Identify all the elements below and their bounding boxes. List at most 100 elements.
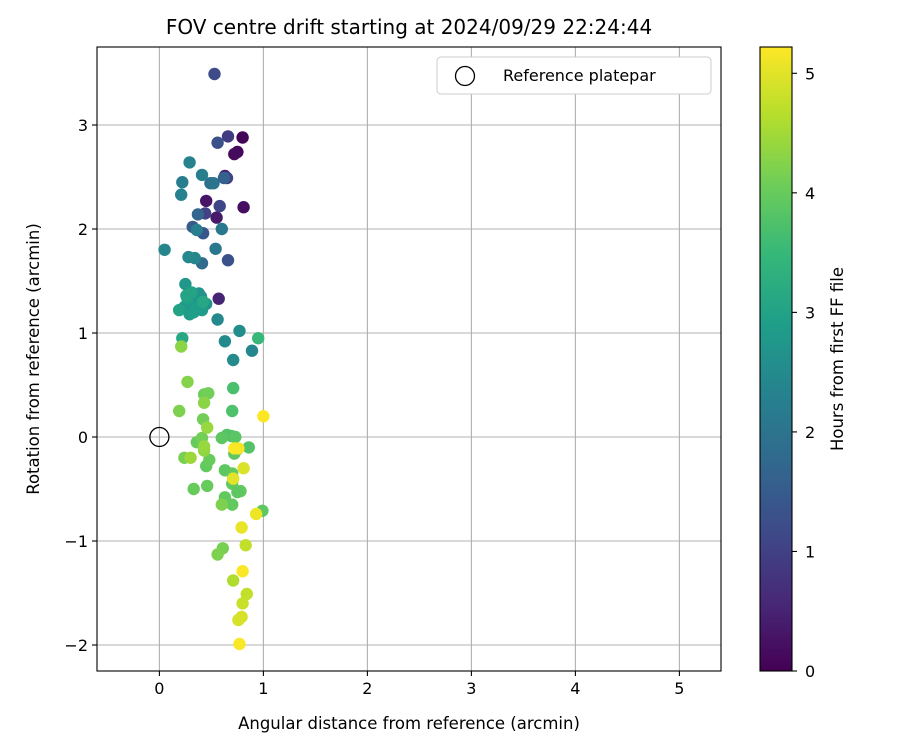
y-axis-label: Rotation from reference (arcmin) [24,223,43,495]
colorbar-tick-label: 0 [805,662,815,681]
scatter-point [201,421,214,434]
scatter-point [208,67,221,81]
scatter-point [191,208,205,221]
scatter-point [181,375,194,389]
x-tick-label: 3 [466,679,476,698]
plot-area: 0 1 2 3 4 5 −2 −1 0 1 2 3 [64,46,722,698]
scatter-point [182,250,195,264]
scatter-point [240,587,253,601]
scatter-point [197,440,211,453]
scatter-point [235,521,248,534]
x-tick-label: 2 [362,679,372,698]
scatter-point [227,381,240,395]
scatter-point [196,295,210,308]
scatter-point [236,565,249,578]
scatter-points [158,67,270,651]
scatter-point [228,442,241,455]
scatter-point [239,539,252,552]
scatter-point [221,254,235,267]
scatter-point [200,194,213,208]
scatter-point [232,613,245,627]
scatter-point [252,332,265,345]
scatter-point [242,441,255,454]
x-tick-label: 1 [258,679,268,698]
scatter-point [173,404,186,418]
scatter-point [213,199,226,213]
legend-marker [454,65,476,87]
scatter-point [217,171,231,185]
scatter-point [227,574,240,587]
x-tick-label: 0 [154,679,164,698]
scatter-point [195,168,209,182]
scatter-point [229,430,242,444]
scatter-point [211,548,224,561]
legend-entry-reference: Reference platepar [503,66,656,85]
y-tick-label: 3 [78,116,88,135]
scatter-point [236,131,249,144]
scatter-point [231,485,244,499]
scatter-point [218,335,232,348]
scatter-point [207,177,220,190]
legend: Reference platepar [436,56,712,95]
scatter-point [221,130,235,143]
colorbar-tick-label: 2 [805,423,815,442]
scatter-point [228,147,241,161]
colorbar-gradient [760,47,792,671]
y-tick-label: −2 [64,636,88,655]
scatter-point [211,313,224,326]
scatter-point [257,410,270,423]
y-axis-ticks: −2 −1 0 1 2 3 [64,116,97,655]
scatter-point [237,201,250,214]
scatter-point [211,136,224,149]
scatter-point [175,188,188,201]
scatter-point [215,498,228,511]
scatter-point [249,507,263,521]
scatter-point [202,387,215,400]
plot-frame [96,46,722,672]
scatter-point [175,340,188,353]
colorbar-label: Hours from first FF file [828,267,847,451]
x-axis-label: Angular distance from reference (arcmin) [238,714,580,733]
scatter-point [226,404,239,418]
x-axis-ticks: 0 1 2 3 4 5 [154,671,684,698]
colorbar-tick-label: 1 [805,542,815,561]
scatter-point [158,243,171,256]
legend-box [436,56,712,95]
colorbar-tick-label: 5 [805,64,815,83]
scatter-point [180,289,193,302]
scatter-point [227,472,240,485]
x-tick-label: 4 [570,679,580,698]
scatter-point [187,482,200,496]
y-tick-label: −1 [64,532,88,551]
scatter-point [215,222,228,236]
y-tick-label: 1 [78,324,88,343]
colorbar-tick-label: 4 [805,184,815,203]
scatter-point [233,637,246,651]
x-tick-label: 5 [674,679,684,698]
scatter-point [233,324,246,338]
scatter-point [173,303,186,317]
scatter-point [197,396,211,409]
colorbar-frame [759,46,793,672]
plot-background [97,47,721,671]
y-tick-label: 0 [78,428,88,447]
reference-platepar-marker [149,426,170,448]
scatter-point [203,453,216,467]
scatter-point [236,597,249,610]
colorbar: 0 1 2 3 4 5 Hours from first FF file [759,46,847,681]
scatter-point [212,292,225,305]
y-tick-label: 2 [78,220,88,239]
scatter-point [210,211,223,224]
scatter-point [201,479,214,493]
colorbar-tick-label: 3 [805,303,815,322]
scatter-point [245,344,259,357]
scatter-point [227,353,240,367]
chart-title: FOV centre drift starting at 2024/09/29 … [166,15,652,39]
colorbar-ticks: 0 1 2 3 4 5 [792,64,815,681]
scatter-point [190,223,203,237]
scatter-point [209,242,222,255]
scatter-point [237,462,250,475]
scatter-point [176,176,189,189]
scatter-point [184,451,197,464]
